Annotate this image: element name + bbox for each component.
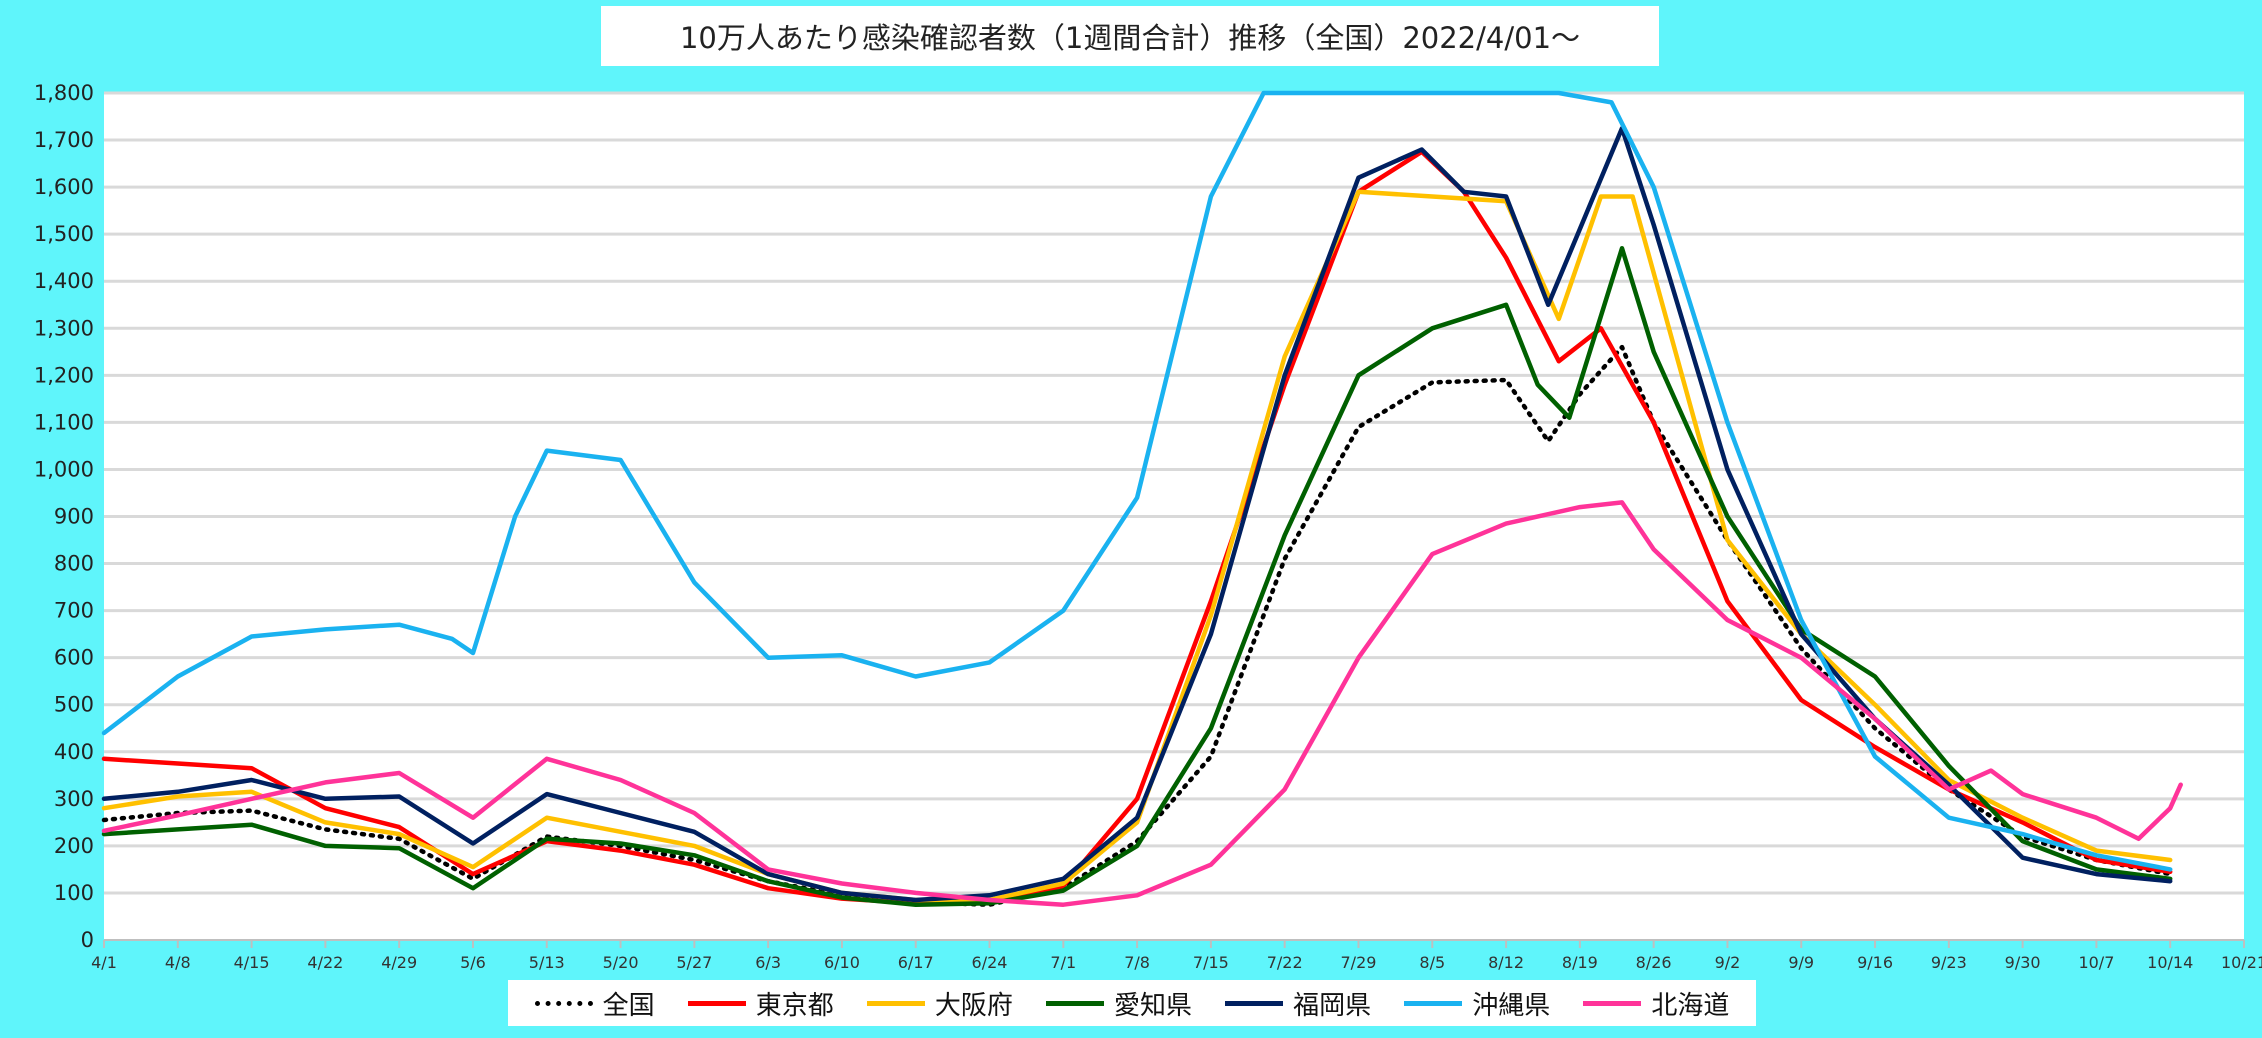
y-tick-label: 200 — [54, 834, 94, 858]
y-tick-label: 1,800 — [34, 81, 94, 105]
x-tick-label: 9/2 — [1715, 953, 1741, 972]
x-tick-label: 8/5 — [1419, 953, 1445, 972]
y-tick-label: 1,300 — [34, 316, 94, 340]
y-tick-label: 1,700 — [34, 128, 94, 152]
x-tick-label: 6/17 — [898, 953, 934, 972]
y-tick-label: 600 — [54, 646, 94, 670]
x-tick-label: 6/3 — [755, 953, 781, 972]
x-tick-label: 9/9 — [1788, 953, 1814, 972]
legend-item: 福岡県 — [1225, 985, 1371, 1022]
series-line-5 — [101, 126, 2173, 903]
x-tick-label: 6/24 — [972, 953, 1008, 972]
y-tick-label: 1,400 — [34, 269, 94, 293]
legend-swatch — [1225, 1000, 1284, 1006]
x-tick-label: 10/21 — [2221, 953, 2262, 972]
legend-label: 沖縄県 — [1472, 990, 1551, 1021]
x-tick-label: 4/15 — [234, 953, 270, 972]
x-tick-label: 9/23 — [1931, 953, 1967, 972]
x-tick-label: 5/13 — [529, 953, 565, 972]
x-tick-label: 7/8 — [1124, 953, 1150, 972]
legend-swatch — [687, 1000, 746, 1006]
x-tick-label: 8/26 — [1636, 953, 1672, 972]
legend-item: 北海道 — [1583, 985, 1729, 1022]
legend-item: 愛知県 — [1045, 985, 1192, 1022]
x-tick-label: 6/10 — [824, 953, 860, 972]
x-axis: 4/1 4/8 4/15 4/22 4/29 5/6 5/13 5/20 5/27 6/3 6/10… — [91, 939, 2262, 972]
x-tick-label: 5/20 — [603, 953, 639, 972]
y-tick-label: 1,000 — [34, 457, 94, 481]
x-tick-label: 4/1 — [91, 953, 117, 972]
y-tick-label: 300 — [54, 787, 94, 811]
x-tick-label: 7/22 — [1267, 953, 1303, 972]
legend-label: 東京都 — [755, 990, 834, 1021]
x-tick-label: 4/22 — [307, 953, 343, 972]
legend-label: 北海道 — [1651, 990, 1730, 1021]
legend-item: 全国 — [534, 985, 655, 1022]
x-tick-label: 5/27 — [676, 953, 712, 972]
y-tick-label: 800 — [54, 552, 94, 576]
legend-label: 福岡県 — [1293, 990, 1372, 1021]
legend-item: 沖縄県 — [1404, 985, 1550, 1022]
legend-swatch — [1404, 1000, 1463, 1006]
x-tick-label: 10/14 — [2147, 953, 2193, 972]
legend-swatch — [1045, 1000, 1104, 1006]
x-tick-label: 8/19 — [1562, 953, 1598, 972]
x-tick-label: 4/29 — [381, 953, 417, 972]
x-tick-label: 7/1 — [1050, 953, 1076, 972]
legend: 全国 東京都 大阪府 愛知県 福岡県 沖縄県 北海道 — [508, 980, 1756, 1026]
y-tick-label: 700 — [54, 599, 94, 623]
x-tick-label: 7/15 — [1193, 953, 1229, 972]
chart-title: 10万人あたり感染確認者数（1週間合計）推移（全国）2022/4/01～ — [601, 6, 1659, 66]
legend-swatch — [1583, 1000, 1642, 1006]
y-axis: 0 100 200 300 400 500 600 700 800 900 1,000 1,100 1,… — [34, 81, 94, 952]
y-tick-label: 100 — [54, 881, 94, 905]
x-tick-label: 8/12 — [1488, 953, 1524, 972]
series-line-7 — [101, 500, 2183, 907]
series-line-6 — [101, 90, 2173, 872]
x-tick-label: 5/6 — [460, 953, 486, 972]
legend-item: 東京都 — [687, 985, 834, 1022]
y-tick-label: 1,600 — [34, 175, 94, 199]
legend-item: 大阪府 — [866, 985, 1013, 1022]
legend-swatch — [866, 1000, 925, 1006]
y-tick-label: 1,100 — [34, 410, 94, 434]
series-lines — [101, 90, 2183, 907]
series-line-2 — [101, 149, 2173, 906]
legend-label: 愛知県 — [1113, 990, 1192, 1021]
legend-label: 大阪府 — [934, 990, 1013, 1021]
x-tick-label: 7/29 — [1341, 953, 1377, 972]
y-tick-label: 1,200 — [34, 363, 94, 387]
legend-swatch — [534, 1000, 593, 1006]
y-tick-label: 0 — [81, 928, 94, 952]
series-line-1 — [101, 344, 2173, 907]
x-tick-label: 9/30 — [2005, 953, 2041, 972]
y-tick-label: 500 — [54, 693, 94, 717]
y-tick-label: 400 — [54, 740, 94, 764]
y-tick-label: 900 — [54, 505, 94, 529]
x-tick-label: 10/7 — [2078, 953, 2114, 972]
y-tick-label: 1,500 — [34, 222, 94, 246]
x-tick-label: 4/8 — [165, 953, 191, 972]
x-tick-label: 9/16 — [1857, 953, 1893, 972]
legend-label: 全国 — [602, 990, 655, 1021]
